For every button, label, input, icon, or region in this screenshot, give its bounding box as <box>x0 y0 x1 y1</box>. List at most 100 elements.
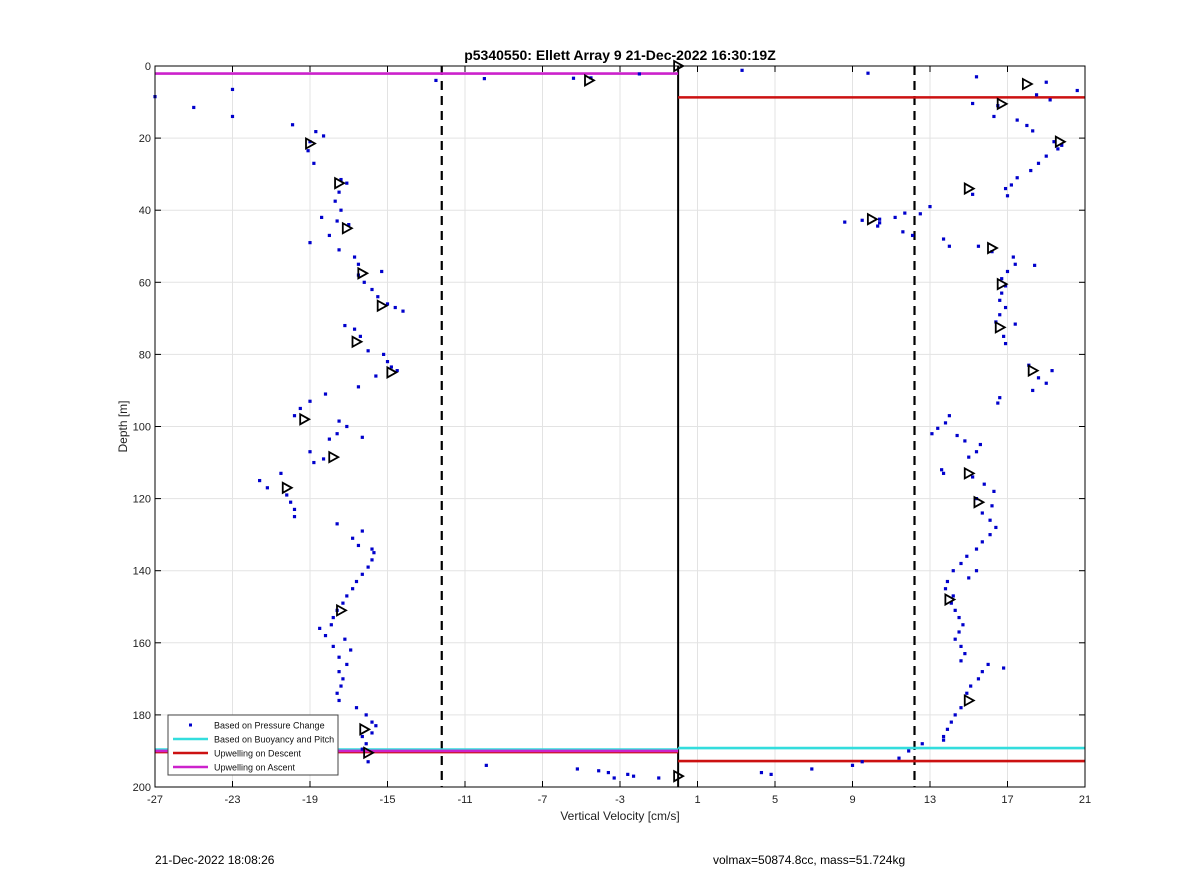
data-point <box>484 763 488 767</box>
data-point <box>327 437 331 441</box>
data-point <box>230 114 235 119</box>
x-tick-label: 9 <box>849 794 855 806</box>
y-tick-label: 140 <box>133 566 151 578</box>
data-point <box>385 360 390 364</box>
data-point <box>951 594 955 598</box>
triangle-marker <box>334 176 346 190</box>
data-point <box>1044 381 1048 385</box>
data-point <box>1013 262 1017 266</box>
data-point <box>370 287 374 292</box>
x-tick-label: -15 <box>380 794 396 806</box>
data-point <box>306 149 310 153</box>
triangle-marker <box>281 481 294 495</box>
data-point <box>370 720 374 724</box>
x-tick-label: 5 <box>772 794 778 806</box>
data-point <box>878 221 882 225</box>
data-point <box>343 323 347 328</box>
data-point <box>994 525 998 530</box>
data-point <box>876 224 880 228</box>
data-point <box>356 385 361 389</box>
data-point <box>974 75 979 79</box>
data-point <box>321 134 326 138</box>
data-point <box>949 601 953 605</box>
legend-label: Upwelling on Ascent <box>214 763 296 773</box>
data-point <box>1003 341 1008 346</box>
data-point <box>331 644 335 649</box>
data-point <box>1000 291 1004 295</box>
data-point <box>337 698 341 703</box>
data-point <box>971 475 975 479</box>
data-point <box>941 471 946 475</box>
data-point <box>1036 161 1041 165</box>
triangle-marker <box>1021 77 1034 91</box>
legend-label: Upwelling on Descent <box>214 749 302 759</box>
generated-timestamp: 21-Dec-2022 18:08:26 <box>155 853 275 867</box>
data-point <box>949 720 953 724</box>
data-point <box>953 713 957 717</box>
data-point <box>1002 334 1006 338</box>
data-point <box>1029 168 1033 173</box>
data-point <box>920 742 924 746</box>
triangle-marker <box>328 450 341 464</box>
data-point <box>878 217 882 221</box>
data-point <box>341 677 345 681</box>
data-point <box>1003 284 1008 288</box>
data-point <box>1060 143 1064 147</box>
data-point <box>1044 80 1048 84</box>
data-point <box>941 237 946 241</box>
data-point <box>364 742 368 746</box>
legend-label: Based on Pressure Change <box>214 721 325 731</box>
data-point <box>897 756 901 760</box>
data-point <box>1015 118 1019 122</box>
x-tick-label: -27 <box>147 794 163 806</box>
data-point <box>1013 322 1017 326</box>
data-point <box>992 489 996 493</box>
data-point <box>947 244 951 248</box>
data-point <box>988 518 992 522</box>
data-point <box>1031 388 1035 393</box>
data-point <box>945 727 950 731</box>
legend: Based on Pressure Change Based on Buoyanc… <box>167 714 339 776</box>
data-point <box>1003 186 1008 191</box>
data-point <box>969 684 973 688</box>
data-point <box>996 401 1000 405</box>
data-point <box>941 738 946 742</box>
data-point <box>769 772 773 776</box>
data-point <box>312 460 316 465</box>
data-point <box>331 615 335 620</box>
data-point <box>337 248 341 252</box>
triangle-marker <box>336 603 348 617</box>
y-tick-label: 200 <box>133 782 151 794</box>
data-point <box>339 177 343 182</box>
data-point <box>978 442 982 447</box>
data-point <box>901 230 905 234</box>
data-point <box>957 630 961 634</box>
data-point <box>998 396 1002 400</box>
data-point <box>335 691 339 695</box>
data-point <box>953 637 957 641</box>
data-point <box>953 608 957 612</box>
data-point <box>337 190 341 194</box>
x-axis-label: Vertical Velocity [cm/s] <box>560 809 679 823</box>
float-parameters: volmax=50874.8cc, mass=51.724kg <box>713 853 906 867</box>
data-point <box>1000 277 1004 281</box>
triangle-marker <box>341 221 354 235</box>
data-point <box>959 561 963 566</box>
data-point <box>910 233 915 238</box>
data-point <box>376 295 380 299</box>
data-point <box>575 767 579 771</box>
data-point <box>401 309 405 313</box>
data-point <box>370 558 374 562</box>
data-point <box>963 652 967 656</box>
data-point <box>370 547 374 551</box>
x-tick-label: -11 <box>457 794 472 806</box>
data-point <box>358 334 362 338</box>
data-point <box>345 662 349 667</box>
data-point <box>312 161 316 165</box>
data-point <box>1005 269 1010 274</box>
y-tick-label: 60 <box>139 277 151 289</box>
data-point <box>308 450 312 454</box>
data-point <box>980 670 984 674</box>
triangle-marker <box>1054 135 1067 149</box>
data-point <box>354 579 359 584</box>
